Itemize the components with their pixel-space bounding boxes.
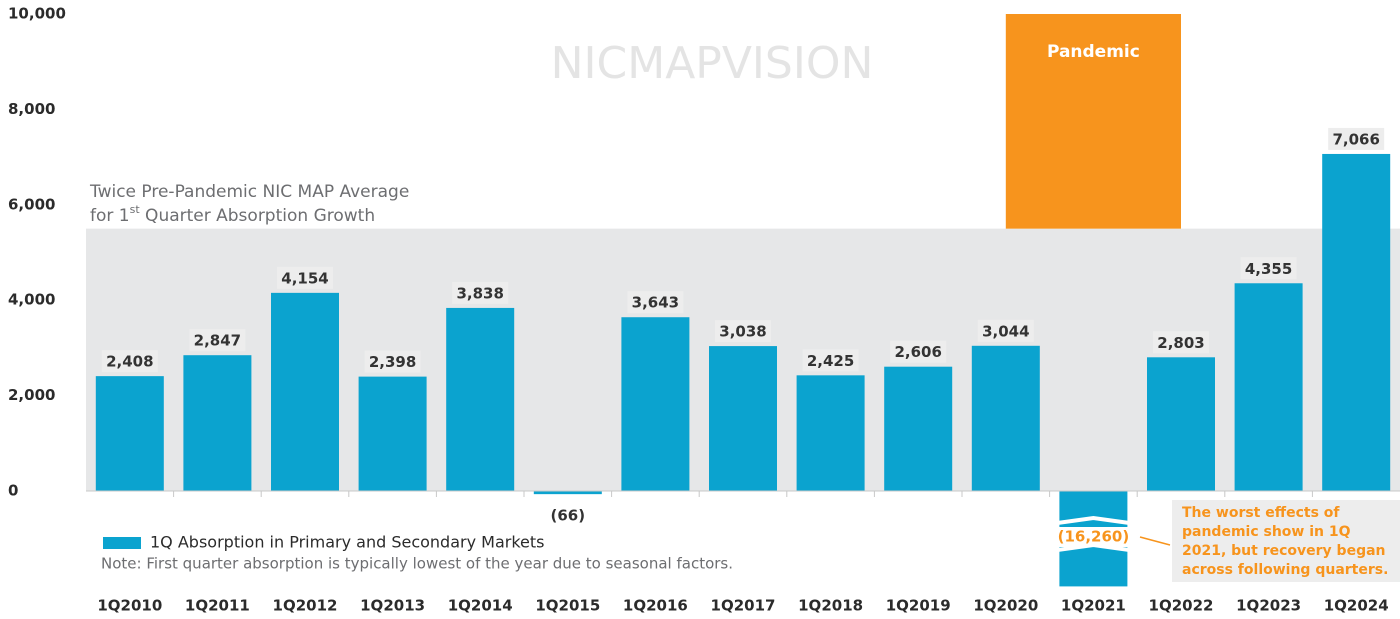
annotation-text: across following quarters. — [1182, 562, 1388, 578]
bar — [446, 307, 515, 491]
bar — [1147, 357, 1215, 491]
y-tick-label: 4,000 — [8, 291, 55, 309]
band-label: Twice Pre-Pandemic NIC MAP Average — [89, 182, 409, 202]
x-tick-label: 1Q2023 — [1236, 597, 1301, 615]
bar — [1234, 283, 1303, 491]
value-label-bg — [1055, 527, 1132, 547]
x-tick-label: 1Q2022 — [1149, 597, 1214, 615]
value-label-bg — [1328, 127, 1385, 150]
annotation-box — [1172, 500, 1400, 582]
x-tick-label: 1Q2021 — [1061, 597, 1126, 615]
legend-swatch — [103, 537, 141, 549]
value-label: 4,355 — [1245, 260, 1292, 278]
value-label-bg — [452, 281, 509, 304]
y-tick-label: 6,000 — [8, 195, 55, 213]
annotation-text: pandemic show in 1Q — [1182, 524, 1351, 540]
value-label-bg — [977, 319, 1034, 342]
value-label-bg — [1153, 331, 1209, 354]
x-tick-label: 1Q2012 — [273, 597, 338, 615]
bar — [971, 345, 1040, 491]
bar — [183, 355, 252, 491]
bar — [358, 376, 427, 491]
axis-break — [1057, 515, 1130, 525]
bar — [1322, 153, 1391, 492]
bar — [533, 491, 602, 495]
value-label-bg — [890, 340, 947, 363]
bar — [271, 292, 339, 491]
band-label-part: for 1 — [90, 206, 130, 226]
x-tick-label: 1Q2024 — [1324, 597, 1389, 615]
bar — [796, 375, 865, 491]
y-tick-label: 0 — [8, 482, 18, 500]
value-label-bg — [715, 320, 771, 343]
value-label: 2,606 — [894, 343, 941, 361]
value-label-bg — [364, 350, 421, 373]
x-tick-label: 1Q2014 — [448, 597, 513, 615]
note: Note: First quarter absorption is typica… — [101, 555, 733, 573]
value-label: 4,154 — [281, 269, 328, 287]
x-tick-label: 1Q2018 — [798, 597, 863, 615]
pandemic-box — [1005, 14, 1181, 229]
watermark: NICMAPVISION — [551, 38, 874, 89]
x-tick-label: 1Q2017 — [711, 597, 776, 615]
bar — [884, 366, 953, 491]
annotation-text: The worst effects of — [1182, 505, 1340, 521]
value-label: 3,838 — [456, 284, 503, 302]
value-label: 7,066 — [1332, 130, 1379, 148]
value-label-bg — [189, 329, 246, 352]
bar — [95, 376, 164, 491]
annotation-text: 2021, but recovery began — [1182, 543, 1386, 559]
value-label: 2,847 — [194, 332, 241, 350]
bar — [709, 346, 777, 491]
x-tick-label: 1Q2013 — [360, 597, 425, 615]
x-tick-label: 1Q2020 — [973, 597, 1038, 615]
value-label: (16,260) — [1058, 528, 1130, 546]
x-tick-label: 1Q2010 — [97, 597, 162, 615]
value-label-bg — [627, 291, 684, 314]
value-label: 3,643 — [632, 294, 679, 312]
value-label: 2,425 — [807, 352, 854, 370]
value-label-bg — [802, 349, 859, 372]
legend-label: 1Q Absorption in Primary and Secondary M… — [150, 533, 544, 552]
value-label: 2,398 — [369, 353, 416, 371]
value-label: 2,803 — [1157, 334, 1204, 352]
value-label: 3,038 — [719, 323, 766, 341]
bar — [621, 317, 690, 491]
band-label: for 1st Quarter Absorption Growth — [90, 203, 375, 226]
x-tick-label: 1Q2015 — [535, 597, 600, 615]
value-label-bg — [101, 350, 158, 373]
y-tick-label: 2,000 — [8, 386, 55, 404]
value-label: 3,044 — [982, 322, 1029, 340]
y-tick-label: 10,000 — [8, 5, 66, 23]
band-label-part: st — [130, 203, 141, 216]
y-tick-label: 8,000 — [8, 100, 55, 118]
x-tick-label: 1Q2016 — [623, 597, 688, 615]
pandemic-label: Pandemic — [1047, 42, 1140, 62]
x-tick-label: 1Q2011 — [185, 597, 250, 615]
x-tick-label: 1Q2019 — [886, 597, 951, 615]
value-label: (66) — [551, 507, 586, 525]
value-label: 2,408 — [106, 353, 153, 371]
value-label-bg — [277, 266, 333, 289]
value-label-bg — [1240, 257, 1297, 280]
annotation-connector — [1139, 536, 1171, 546]
band-label-part: Quarter Absorption Growth — [140, 206, 375, 226]
